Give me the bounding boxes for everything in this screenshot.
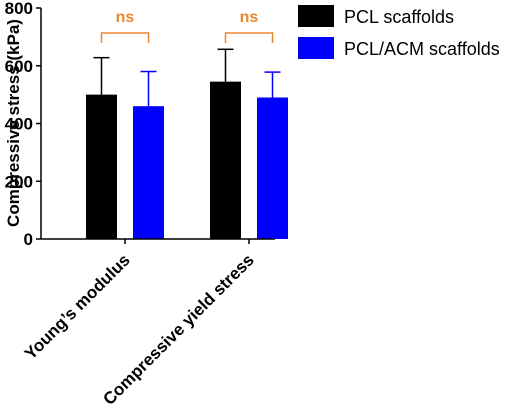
significance-bracket — [224, 32, 274, 43]
legend: PCL scaffolds PCL/ACM scaffolds — [298, 5, 500, 59]
significance-label: ns — [240, 9, 259, 26]
bar — [210, 81, 241, 239]
x-category-label: Young’s modulus — [21, 250, 134, 363]
y-tick-label: 800 — [5, 0, 33, 18]
bar — [133, 106, 164, 239]
y-tick-label: 600 — [5, 57, 33, 76]
legend-label: PCL/ACM scaffolds — [344, 39, 500, 59]
y-tick-label: 400 — [5, 115, 33, 134]
bars-layer: ns ns — [86, 9, 288, 239]
bar — [86, 94, 117, 239]
legend-swatch — [298, 5, 334, 27]
significance-label: ns — [116, 9, 135, 26]
legend-swatch — [298, 37, 334, 59]
significance-bracket — [100, 32, 150, 43]
y-axis-title: Compressive stress (kPa) — [4, 19, 23, 227]
legend-label: PCL scaffolds — [344, 7, 454, 27]
y-tick-label: 200 — [5, 172, 33, 191]
bar — [257, 97, 288, 239]
y-tick-label: 0 — [24, 230, 33, 249]
